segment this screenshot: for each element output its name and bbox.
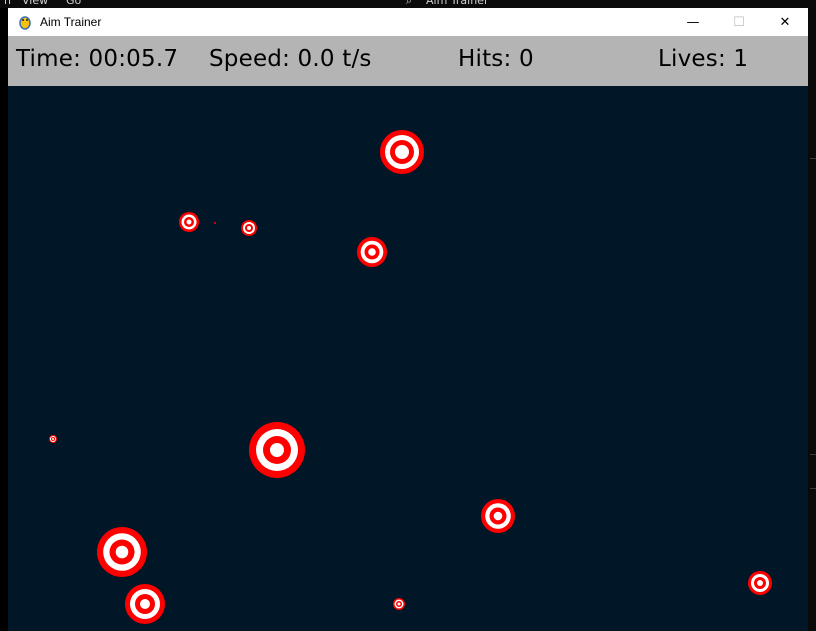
- target[interactable]: [97, 527, 147, 577]
- background-taskbar-strip: n View Go ⌕ Aim Trainer: [0, 0, 816, 8]
- targets-layer[interactable]: [8, 86, 808, 631]
- background-menu-fragment: n: [4, 0, 11, 7]
- target[interactable]: [481, 499, 515, 533]
- play-area[interactable]: [8, 86, 808, 631]
- pygame-snake-icon: [18, 14, 32, 30]
- background-window-title: Aim Trainer: [426, 0, 489, 7]
- target[interactable]: [748, 571, 772, 595]
- aim-trainer-window: Aim Trainer — ☐ ✕ Time: 00:05.7 Speed: 0…: [8, 8, 808, 631]
- background-menu-view: View: [22, 0, 49, 7]
- target[interactable]: [380, 130, 424, 174]
- close-button[interactable]: ✕: [762, 8, 808, 36]
- lives-display: Lives: 1: [658, 46, 749, 72]
- time-display: Time: 00:05.7: [16, 46, 179, 72]
- background-right-edge: [808, 8, 816, 631]
- target[interactable]: [357, 237, 387, 267]
- target[interactable]: [179, 212, 199, 232]
- target[interactable]: [125, 584, 165, 624]
- hits-display: Hits: 0: [458, 46, 534, 72]
- target[interactable]: [241, 220, 257, 236]
- background-menu-go: Go: [66, 0, 82, 7]
- speed-display: Speed: 0.0 t/s: [209, 46, 372, 72]
- minimize-icon: —: [686, 14, 700, 30]
- background-search-icon: ⌕: [406, 0, 413, 7]
- window-controls: — ☐ ✕: [670, 8, 808, 36]
- target[interactable]: [393, 598, 405, 610]
- target[interactable]: [49, 435, 57, 443]
- close-icon: ✕: [779, 14, 791, 30]
- target[interactable]: [214, 222, 216, 224]
- hud-bar: Time: 00:05.7 Speed: 0.0 t/s Hits: 0 Liv…: [8, 36, 808, 86]
- title-bar[interactable]: Aim Trainer — ☐ ✕: [8, 8, 808, 36]
- maximize-button[interactable]: ☐: [716, 8, 762, 36]
- minimize-button[interactable]: —: [670, 8, 716, 36]
- target[interactable]: [249, 422, 305, 478]
- maximize-icon: ☐: [733, 14, 745, 30]
- window-title: Aim Trainer: [40, 15, 102, 29]
